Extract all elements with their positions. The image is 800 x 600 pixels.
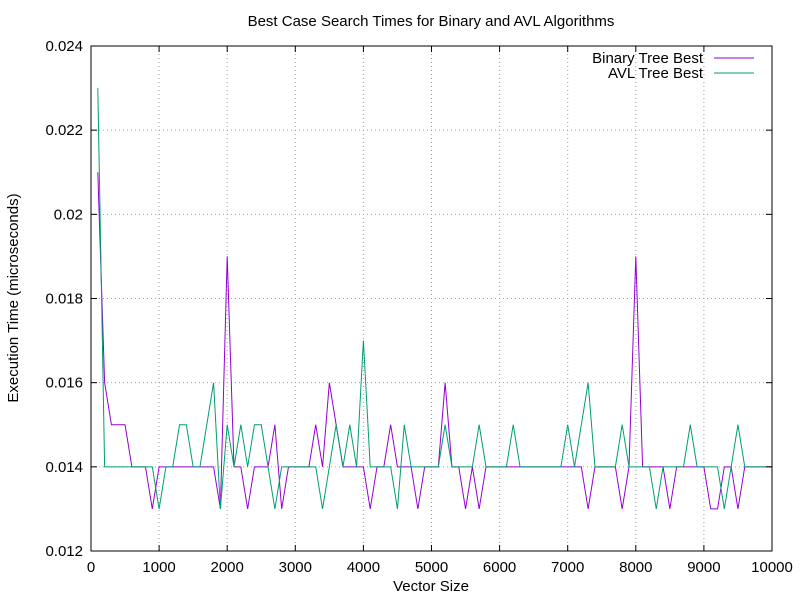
y-axis-title: Execution Time (microseconds)	[5, 193, 22, 402]
legend: Binary Tree Best AVL Tree Best	[592, 50, 754, 82]
x-tick-label: 6000	[483, 559, 516, 576]
y-tick-label: 0.012	[45, 543, 83, 560]
y-tick-label: 0.024	[45, 38, 83, 55]
series-group	[97, 88, 772, 510]
x-tick-label: 1000	[142, 559, 175, 576]
y-tick-label: 0.02	[54, 206, 83, 223]
y-tick-label: 0.018	[45, 291, 83, 308]
x-tick-label: 3000	[279, 559, 312, 576]
ticks: 0 1000 2000 3000 4000 5000 6000 7000 8000 9000 100…	[45, 38, 792, 576]
x-tick-label: 0	[87, 559, 95, 576]
x-tick-label: 8000	[619, 559, 652, 576]
y-tick-label: 0.022	[45, 122, 83, 139]
legend-label-binary: Binary Tree Best	[592, 50, 704, 67]
chart-title: Best Case Search Times for Binary and AV…	[248, 13, 615, 30]
legend-label-avl: AVL Tree Best	[608, 65, 704, 82]
y-tick-label: 0.014	[45, 459, 83, 476]
x-tick-label: 5000	[415, 559, 448, 576]
x-tick-label: 2000	[211, 559, 244, 576]
avl-tree-series-line	[97, 88, 772, 509]
x-tick-label: 7000	[551, 559, 584, 576]
y-tick-label: 0.016	[45, 375, 83, 392]
x-tick-label: 4000	[347, 559, 380, 576]
x-tick-label: 10000	[751, 559, 793, 576]
x-axis-title: Vector Size	[393, 578, 469, 595]
x-tick-label: 9000	[687, 559, 720, 576]
